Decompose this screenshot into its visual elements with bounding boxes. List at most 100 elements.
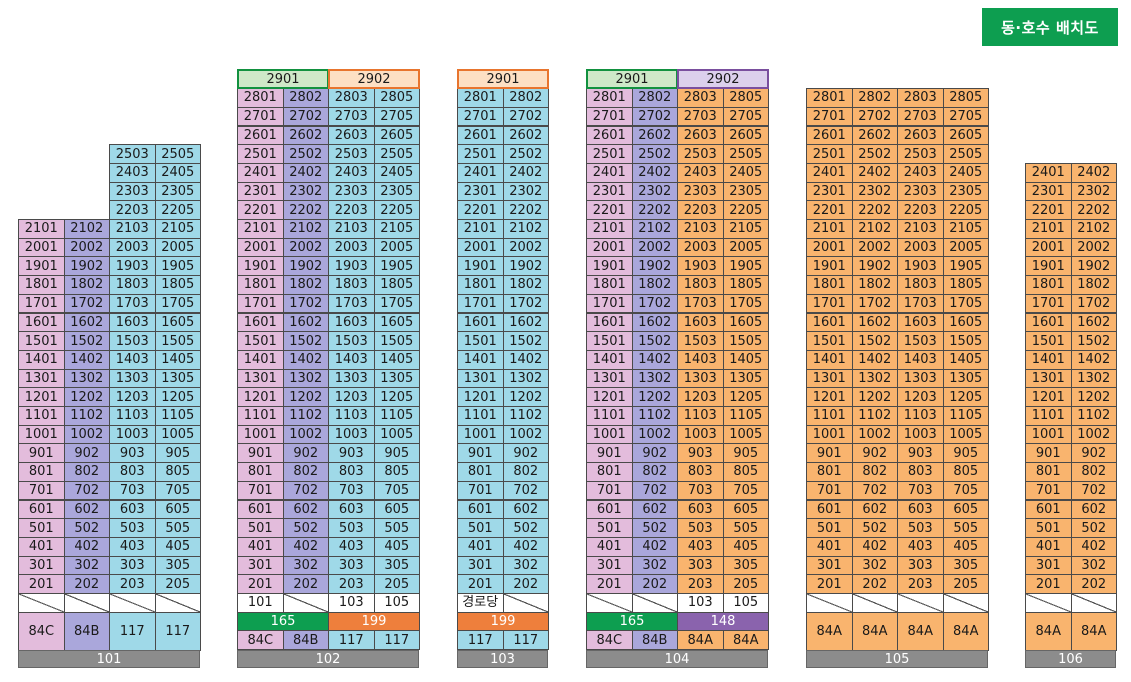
unit-cell: 701 [586,480,633,501]
unit-cell: 1101 [1025,406,1072,426]
unit-cell: 202 [63,574,110,594]
unit-cell: 2703 [897,106,944,127]
unit-cell: 1301 [586,368,633,389]
unit-cell: 1803 [897,275,944,295]
unit-cell: 201 [18,574,65,594]
unit-cell: 2001 [457,237,504,258]
unit-cell: 1901 [586,256,633,277]
unit-cell: 1903 [109,256,156,277]
unit-cell: 2001 [586,237,633,258]
unit-cell: 603 [109,499,156,520]
unit-cell: 1402 [63,349,110,370]
unit-cell: 801 [457,462,504,482]
unit-cell: 1901 [806,256,853,277]
unit-cell: 2602 [631,125,678,146]
unit-cell: 801 [237,462,284,482]
top-floor-label: 2902 [677,69,769,90]
unit-cell: 2202 [631,200,678,220]
unit-cell: 1002 [631,424,678,445]
empty-unit-cell [1025,593,1072,613]
empty-unit-cell [631,593,678,613]
unit-cell: 202 [631,574,678,594]
unit-cell: 1101 [806,406,853,426]
building-label: 103 [457,650,548,668]
unit-cell: 702 [502,480,549,501]
unit-cell: 201 [1025,574,1072,594]
unit-cell: 1603 [328,312,375,333]
unit-cell: 1103 [109,406,156,426]
unit-cell: 1902 [851,256,898,277]
unit-cell: 2101 [237,219,284,239]
unit-cell: 1203 [897,387,944,407]
unit-cell: 1802 [502,275,549,295]
unit-cell: 2001 [237,237,284,258]
unit-cell: 1203 [109,387,156,407]
unit-cell: 2102 [851,219,898,239]
unit-cell: 2602 [282,125,329,146]
unit-cell: 401 [18,536,65,557]
unit-cell: 2401 [457,162,504,183]
unit-cell: 303 [109,555,156,576]
unit-cell: 2201 [806,200,853,220]
unit-cell: 1302 [63,368,110,389]
empty-unit-cell [109,593,156,613]
unit-cell: 2505 [154,144,201,164]
unit-cell: 2003 [109,237,156,258]
unit-cell: 1801 [586,275,633,295]
unit-cell: 502 [631,518,678,538]
unit-cell: 903 [328,443,375,464]
unit-cell: 1902 [502,256,549,277]
unit-cell: 202 [851,574,898,594]
unit-cell: 1701 [457,293,504,314]
unit-cell: 805 [942,462,989,482]
unit-cell: 2301 [237,181,284,202]
unit-type-cell: 84C [18,611,65,652]
unit-cell: 905 [942,443,989,464]
unit-cell: 2503 [897,144,944,164]
unit-cell: 1801 [237,275,284,295]
unit-cell: 1003 [328,424,375,445]
unit-cell: 201 [457,574,504,594]
unit-cell: 1605 [942,312,989,333]
unit-cell: 805 [154,462,201,482]
unit-cell: 1905 [942,256,989,277]
unit-cell: 1805 [722,275,769,295]
unit-cell: 1802 [851,275,898,295]
unit-cell: 1603 [897,312,944,333]
unit-cell: 202 [1070,574,1117,594]
unit-cell: 1801 [457,275,504,295]
unit-cell: 2003 [328,237,375,258]
unit-cell: 2401 [586,162,633,183]
unit-cell: 1102 [1070,406,1117,426]
unit-cell: 301 [806,555,853,576]
unit-cell: 1303 [328,368,375,389]
unit-cell: 1302 [631,368,678,389]
unit-cell: 201 [237,574,284,594]
unit-cell: 2405 [373,162,420,183]
unit-cell: 1401 [806,349,853,370]
unit-cell: 1801 [1025,275,1072,295]
unit-cell: 601 [1025,499,1072,520]
unit-cell: 903 [677,443,724,464]
unit-cell: 2005 [942,237,989,258]
unit-cell: 1601 [457,312,504,333]
unit-cell: 801 [1025,462,1072,482]
unit-cell: 701 [237,480,284,501]
unit-cell: 402 [1070,536,1117,557]
unit-cell: 405 [373,536,420,557]
unit-cell: 103 [677,593,724,613]
unit-cell: 2003 [897,237,944,258]
unit-cell: 305 [722,555,769,576]
unit-cell: 1701 [586,293,633,314]
unit-cell: 302 [1070,555,1117,576]
unit-cell: 805 [373,462,420,482]
unit-cell: 602 [851,499,898,520]
unit-cell: 705 [942,480,989,501]
unit-cell: 1005 [373,424,420,445]
unit-type-cell: 84B [631,630,678,651]
unit-cell: 405 [722,536,769,557]
unit-cell: 1901 [457,256,504,277]
unit-cell: 1903 [328,256,375,277]
unit-cell: 2605 [722,125,769,146]
unit-cell: 경로당 [457,593,504,613]
